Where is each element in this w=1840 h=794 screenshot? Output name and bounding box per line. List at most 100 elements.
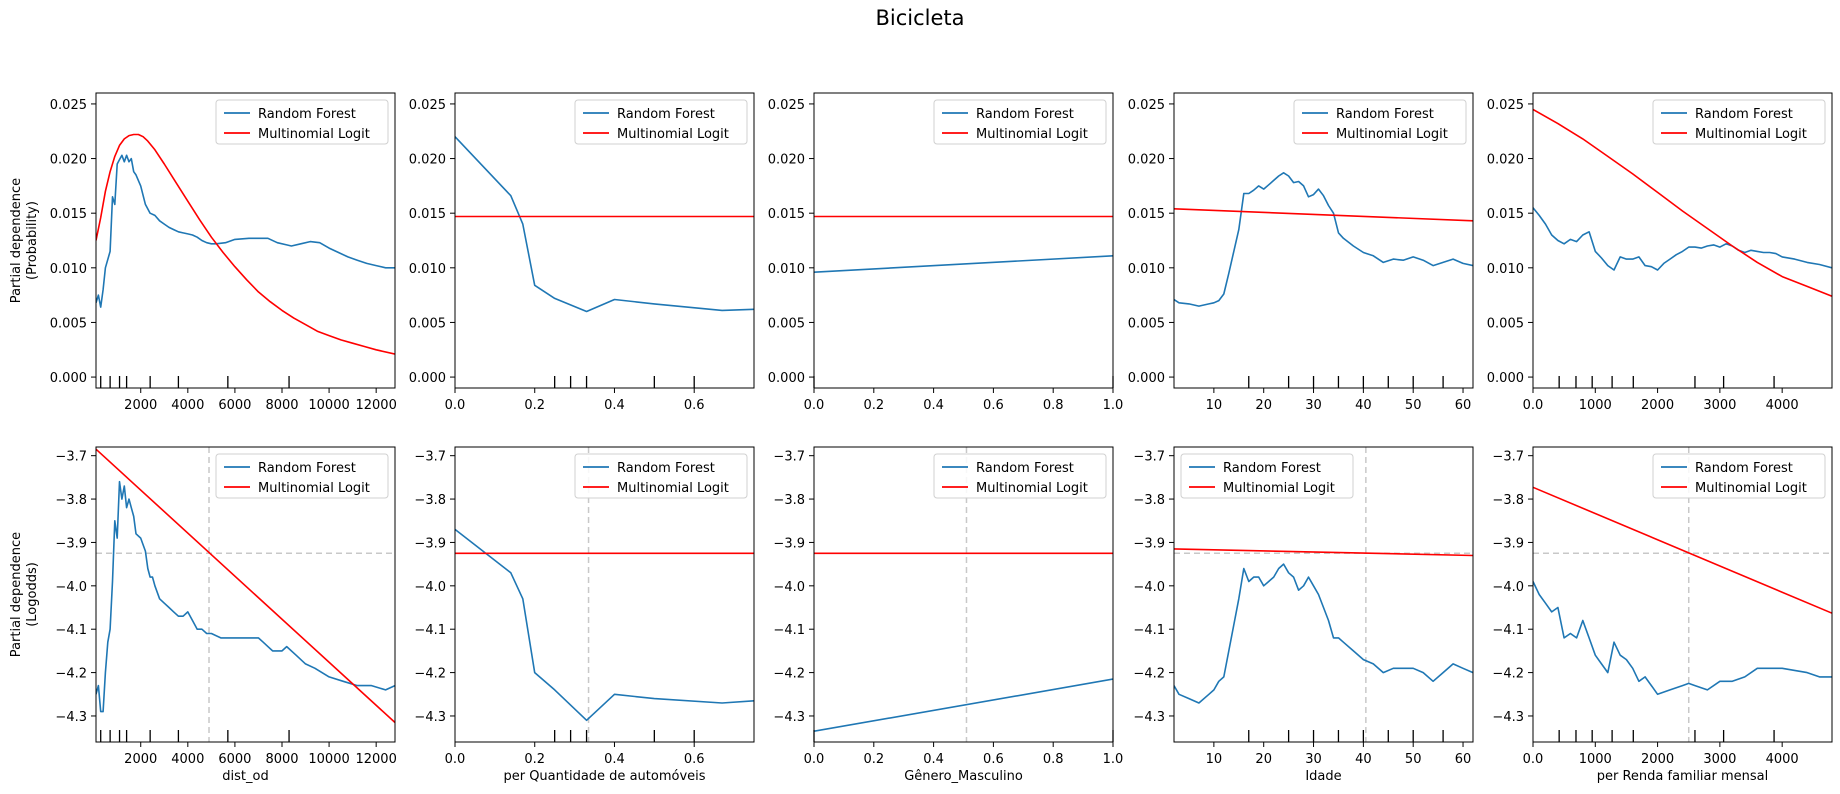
y-tick-label: 0.010: [409, 262, 446, 277]
subplot-r0-c2: 0.0 0.2 0.4 0.6 0.8 1.0 0.000 0.005 0.010 0.015 0.…: [768, 92, 1123, 413]
series-group: [455, 136, 754, 313]
series-group: [96, 133, 395, 355]
y-tick-label: −3.8: [1133, 493, 1165, 508]
x-tick-label: 0.0: [804, 752, 825, 767]
legend-label: Multinomial Logit: [258, 127, 370, 142]
x-tick-label: 0.4: [604, 398, 625, 413]
legend: Random Forest Multinomial Logit: [1652, 99, 1826, 145]
series-line: [1533, 581, 1832, 696]
y-tick-label: 0.025: [50, 98, 87, 113]
subplot-r0-c4: 0.0 1000 2000 3000 4000 0.000 0.005 0.010 0.015 0…: [1487, 92, 1833, 413]
legend-box: [1180, 453, 1354, 499]
series-group: [96, 448, 395, 724]
y-tick-label: 0.000: [1128, 371, 1165, 386]
y-axis-label: Partial dependence: [9, 532, 24, 657]
series-line: [1533, 108, 1832, 297]
x-axis-label: per Quantidade de automóveis: [503, 769, 705, 784]
y-tick-label: −4.1: [414, 623, 446, 638]
y-tick-label: −3.9: [55, 536, 87, 551]
y-tick-label: 0.005: [768, 316, 805, 331]
legend-box: [215, 453, 389, 499]
subplot-r0-c0: 2000 4000 6000 8000 10000 12000 0.000 0.005 0.01…: [9, 92, 397, 413]
x-tick-label: 10000: [308, 398, 349, 413]
legend: Random Forest Multinomial Logit: [215, 99, 389, 145]
y-tick-label: −4.3: [414, 710, 446, 725]
legend-box: [933, 99, 1107, 145]
y-tick-label: −4.0: [773, 580, 805, 595]
y-tick-label: 0.015: [409, 207, 446, 222]
legend-label: Random Forest: [976, 107, 1074, 122]
legend-box: [215, 99, 389, 145]
y-tick-label: 0.015: [1128, 207, 1165, 222]
y-tick-label: −3.8: [773, 493, 805, 508]
x-tick-label: 3000: [1703, 398, 1736, 413]
y-tick-label: −3.8: [55, 493, 87, 508]
series-line: [1174, 548, 1473, 557]
y-tick-label: −4.1: [1133, 623, 1165, 638]
y-tick-label: 0.005: [409, 316, 446, 331]
x-tick-label: 6000: [218, 752, 251, 767]
y-tick-label: −4.0: [1133, 580, 1165, 595]
x-tick-label: 8000: [265, 752, 298, 767]
y-tick-label: 0.020: [409, 153, 446, 168]
y-tick-label: 0.020: [1487, 153, 1524, 168]
x-axis-label: Gênero_Masculino: [904, 769, 1023, 784]
x-tick-label: 0.4: [923, 752, 944, 767]
x-tick-label: 20: [1255, 752, 1272, 767]
legend-label: Multinomial Logit: [1695, 127, 1807, 142]
legend-label: Multinomial Logit: [1695, 481, 1807, 496]
y-tick-label: −4.1: [55, 623, 87, 638]
series-group: [814, 215, 1113, 273]
y-tick-label: −3.7: [773, 450, 805, 465]
series-line: [96, 448, 395, 724]
legend: Random Forest Multinomial Logit: [1180, 453, 1354, 499]
x-tick-label: 0.4: [604, 752, 625, 767]
y-tick-label: −4.0: [414, 580, 446, 595]
axes-frame: [95, 92, 396, 389]
axes-frame: [1173, 92, 1474, 389]
legend: Random Forest Multinomial Logit: [933, 453, 1107, 499]
legend-label: Multinomial Logit: [617, 481, 729, 496]
y-tick-label: −4.3: [1133, 710, 1165, 725]
x-tick-label: 12000: [355, 752, 396, 767]
y-tick-label: 0.020: [50, 153, 87, 168]
y-tick-label: −3.7: [1492, 450, 1524, 465]
legend-label: Random Forest: [258, 461, 356, 476]
x-tick-label: 2000: [124, 398, 157, 413]
x-tick-label: 0.2: [524, 752, 545, 767]
x-tick-label: 40: [1355, 398, 1372, 413]
series-group: [1174, 548, 1473, 704]
y-axis-label: (Logodds): [25, 562, 40, 627]
series-line: [96, 480, 395, 713]
x-tick-label: 12000: [355, 398, 396, 413]
x-tick-label: 20: [1255, 398, 1272, 413]
y-tick-label: −3.8: [414, 493, 446, 508]
legend-box: [574, 99, 748, 145]
x-tick-label: 0.6: [983, 752, 1004, 767]
y-tick-label: −3.7: [55, 450, 87, 465]
axes-frame: [454, 92, 755, 389]
y-tick-label: 0.015: [768, 207, 805, 222]
legend-box: [933, 453, 1107, 499]
x-tick-label: 2000: [1641, 398, 1674, 413]
y-tick-label: 0.005: [50, 316, 87, 331]
legend: Random Forest Multinomial Logit: [574, 99, 748, 145]
legend-label: Multinomial Logit: [617, 127, 729, 142]
x-tick-label: 0.6: [983, 398, 1004, 413]
subplot-r0-c3: 10 20 30 40 50 60 0.000 0.005 0.010 0.015 0.020 0.0…: [1128, 92, 1474, 413]
series-line: [96, 133, 395, 355]
legend-label: Random Forest: [976, 461, 1074, 476]
x-tick-label: 0.6: [684, 752, 705, 767]
x-tick-label: 0.0: [804, 398, 825, 413]
y-axis-label: Partial dependence: [9, 178, 24, 303]
y-tick-label: −4.3: [55, 710, 87, 725]
legend-label: Multinomial Logit: [1223, 481, 1335, 496]
y-tick-label: −4.0: [1492, 580, 1524, 595]
y-tick-label: −3.7: [414, 450, 446, 465]
legend-label: Random Forest: [1223, 461, 1321, 476]
series-line: [1174, 208, 1473, 222]
y-tick-label: −4.2: [414, 667, 446, 682]
legend: Random Forest Multinomial Logit: [574, 453, 748, 499]
y-tick-label: 0.025: [1128, 98, 1165, 113]
